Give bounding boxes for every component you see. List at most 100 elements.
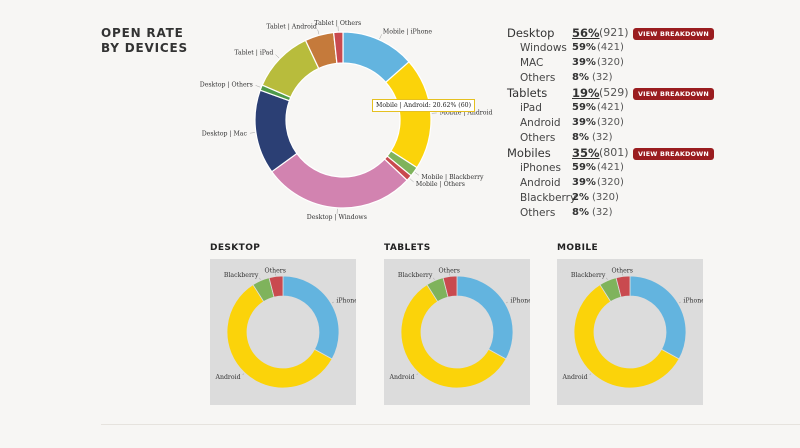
row-count: (421) bbox=[597, 102, 624, 113]
leader-line bbox=[433, 277, 435, 280]
leader-line bbox=[416, 373, 419, 376]
row-count: (421) bbox=[597, 42, 624, 53]
row-count: (32) bbox=[592, 72, 613, 83]
leader-line bbox=[331, 301, 334, 304]
leader-line bbox=[255, 85, 261, 88]
tablets-donut-chart: iPhone Android Blackberry Others bbox=[389, 267, 532, 389]
stats-row: Windows 59% (421) bbox=[507, 41, 707, 56]
view-breakdown-button-tablets[interactable]: VIEW BREAKDOWN bbox=[633, 88, 714, 100]
row-percent: 2% bbox=[572, 192, 589, 203]
leader-line bbox=[409, 178, 414, 183]
mobile-chart-panel: iPhone Android Blackberry Others bbox=[557, 259, 705, 405]
tablets-chart-panel: iPhone Android Blackberry Others bbox=[384, 259, 532, 405]
page-title-line-1: OPEN RATE bbox=[101, 26, 184, 40]
desktop-donut-chart: iPhone Android Blackberry Others bbox=[215, 267, 358, 389]
row-count: (32) bbox=[592, 132, 613, 143]
group-count: (921) bbox=[599, 26, 629, 39]
stats-group-mobiles: Mobiles 35% (801) VIEW BREAKDOWN bbox=[507, 146, 714, 161]
row-percent: 8% bbox=[572, 207, 589, 218]
slice-iphone[interactable] bbox=[282, 275, 340, 360]
slice-label-android: Android bbox=[215, 374, 241, 381]
stats-row: iPad 59% (421) bbox=[507, 101, 707, 116]
leader-line bbox=[275, 54, 280, 59]
row-percent: 39% bbox=[572, 117, 596, 128]
slice-label-others: Others bbox=[265, 267, 286, 274]
stats-row: Others 8% (32) bbox=[507, 131, 707, 146]
stats-row: Android 39% (320) bbox=[507, 116, 707, 131]
stats-row: Android 39% (320) bbox=[507, 176, 707, 191]
leader-line bbox=[505, 301, 508, 304]
slice-label-android: Android bbox=[562, 374, 588, 381]
slice-others[interactable] bbox=[615, 275, 631, 298]
leader-line bbox=[317, 29, 320, 35]
row-count: (320) bbox=[592, 192, 619, 203]
slice-android[interactable] bbox=[573, 284, 680, 389]
slice-label-others: Others bbox=[439, 267, 460, 274]
row-name: iPhones bbox=[520, 162, 561, 174]
row-count: (421) bbox=[597, 162, 624, 173]
slice-label-mobile-others: Mobile | Others bbox=[416, 181, 465, 188]
slice-label-desktop-mac: Desktop | Mac bbox=[202, 131, 248, 138]
slice-label-desktop-windows: Desktop | Windows bbox=[307, 214, 367, 221]
slice-label-tablet-others: Tablet | Others bbox=[314, 20, 361, 27]
view-breakdown-button-mobiles[interactable]: VIEW BREAKDOWN bbox=[633, 148, 714, 160]
row-percent: 59% bbox=[572, 102, 596, 113]
leader-line bbox=[414, 172, 420, 176]
row-percent: 59% bbox=[572, 42, 596, 53]
slice-label-blackberry: Blackberry bbox=[571, 272, 606, 279]
stats-row: Others 8% (32) bbox=[507, 71, 707, 86]
slice-label-mobile-blackberry: Mobile | Blackberry bbox=[421, 174, 484, 181]
row-name: iPad bbox=[520, 102, 542, 114]
slice-android[interactable] bbox=[400, 284, 507, 389]
divider bbox=[101, 424, 800, 425]
stats-panel: Desktop 56% (921) VIEW BREAKDOWN Windows… bbox=[507, 26, 714, 221]
slice-label-desktop-others: Desktop | Others bbox=[200, 81, 253, 88]
slice-label-tablet-android: Tablet | Android bbox=[266, 24, 317, 31]
slice-desktop-windows[interactable] bbox=[270, 152, 408, 209]
leader-line bbox=[589, 373, 592, 376]
row-name: MAC bbox=[520, 57, 544, 69]
stats-row: Others 8% (32) bbox=[507, 206, 707, 221]
group-percent: 35% bbox=[572, 146, 600, 160]
slice-label-iphone: iPhone bbox=[683, 297, 703, 304]
row-name: Others bbox=[520, 132, 556, 144]
group-percent: 19% bbox=[572, 86, 600, 100]
slice-label-others: Others bbox=[612, 267, 633, 274]
row-percent: 39% bbox=[572, 177, 596, 188]
slice-others[interactable] bbox=[268, 275, 284, 298]
view-breakdown-button-desktop[interactable]: VIEW BREAKDOWN bbox=[633, 28, 714, 40]
tablets-chart-title: TABLETS bbox=[384, 243, 431, 253]
leader-line bbox=[259, 277, 261, 280]
slice-iphone[interactable] bbox=[629, 275, 687, 360]
group-name: Tablets bbox=[507, 86, 548, 100]
slice-label-mobile-iphone: Mobile | iPhone bbox=[383, 29, 432, 36]
row-name: Others bbox=[520, 207, 556, 219]
group-name: Mobiles bbox=[507, 146, 551, 160]
stats-row: MAC 39% (320) bbox=[507, 56, 707, 71]
row-count: (320) bbox=[597, 117, 624, 128]
chart-tooltip: Mobile | Android: 20.62% (60) bbox=[372, 99, 476, 112]
leader-line bbox=[249, 132, 255, 134]
row-name: Windows bbox=[520, 42, 567, 54]
row-percent: 8% bbox=[572, 72, 589, 83]
slice-android[interactable] bbox=[226, 284, 333, 389]
slice-label-mobile-android: Mobile | Android bbox=[440, 110, 493, 117]
leader-line bbox=[678, 301, 681, 304]
row-name: Android bbox=[520, 177, 561, 189]
row-percent: 39% bbox=[572, 57, 596, 68]
slice-iphone[interactable] bbox=[456, 275, 514, 360]
page-title: OPEN RATE BY DEVICES bbox=[101, 26, 188, 56]
stats-group-desktop: Desktop 56% (921) VIEW BREAKDOWN bbox=[507, 26, 714, 41]
stats-group-tablets: Tablets 19% (529) VIEW BREAKDOWN bbox=[507, 86, 714, 101]
slice-others[interactable] bbox=[442, 275, 458, 298]
mobile-donut-chart: iPhone Android Blackberry Others bbox=[562, 267, 705, 389]
row-percent: 59% bbox=[572, 162, 596, 173]
slice-tablet-others[interactable] bbox=[332, 31, 344, 64]
group-count: (801) bbox=[599, 146, 629, 159]
slice-label-iphone: iPhone bbox=[336, 297, 356, 304]
group-percent: 56% bbox=[572, 26, 600, 40]
group-count: (529) bbox=[599, 86, 629, 99]
slice-label-iphone: iPhone bbox=[510, 297, 530, 304]
row-percent: 8% bbox=[572, 132, 589, 143]
